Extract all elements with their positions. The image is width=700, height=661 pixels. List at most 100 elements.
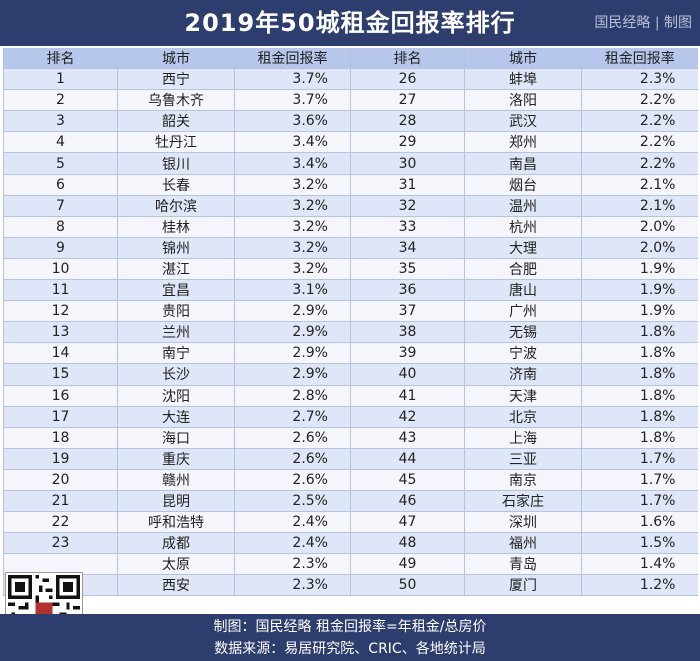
- left-city-cell: 桂林: [117, 216, 235, 238]
- right-rank-cell: 42: [350, 406, 465, 428]
- right-rate-cell: 1.7%: [581, 469, 698, 491]
- left-rank-cell: 5: [3, 152, 118, 175]
- table-row: 太原 2.3% 49 青岛 1.4%: [3, 553, 698, 576]
- left-rank-cell: 15: [3, 363, 118, 386]
- table-row: 18 海口 2.6% 43 上海 1.8%: [3, 427, 698, 449]
- left-rate-cell: 2.9%: [234, 363, 351, 386]
- left-city-cell: 沈阳: [117, 385, 235, 407]
- col-header-city: 城市: [117, 48, 235, 70]
- left-rate-cell: 3.2%: [234, 195, 351, 217]
- right-city-cell: 大理: [464, 237, 582, 259]
- table-row: 西安 2.3% 50 厦门 1.2%: [3, 574, 698, 597]
- right-rate-cell: 1.2%: [581, 574, 698, 597]
- footer-bar: 制图：国民经略 租金回报率=年租金/总房价 数据来源：易居研究院、CRIC、各地…: [0, 614, 700, 661]
- left-rate-cell: 3.2%: [234, 216, 351, 238]
- left-city-cell: 哈尔滨: [117, 195, 235, 217]
- left-city-cell: 海口: [117, 427, 235, 449]
- ranking-table: 排名 城市 租金回报率 排名 城市 租金回报率 1 西宁 3.7% 26 蚌埠 2.3% 2…: [3, 48, 698, 597]
- left-city-cell: 南宁: [117, 342, 235, 365]
- right-city-cell: 深圳: [464, 511, 582, 534]
- left-rank-cell: 4: [3, 131, 118, 154]
- right-rank-cell: 44: [350, 448, 465, 470]
- left-rank-cell: 8: [3, 216, 118, 238]
- right-rank-cell: 43: [350, 427, 465, 449]
- left-city-cell: 乌鲁木齐: [117, 89, 235, 112]
- left-rate-cell: 2.6%: [234, 469, 351, 491]
- right-city-cell: 无锡: [464, 321, 582, 344]
- left-rank-cell: 6: [3, 174, 118, 196]
- right-rate-cell: 1.7%: [581, 448, 698, 470]
- right-city-cell: 天津: [464, 385, 582, 407]
- brand-label: 国民经略 | 制图: [594, 15, 692, 31]
- left-city-cell: 贵阳: [117, 300, 235, 323]
- right-city-cell: 广州: [464, 300, 582, 323]
- left-rank-cell: 18: [3, 427, 118, 449]
- right-rate-cell: 2.1%: [581, 195, 698, 217]
- left-rank-cell: 17: [3, 406, 118, 428]
- right-rate-cell: 1.7%: [581, 490, 698, 513]
- right-city-cell: 武汉: [464, 110, 582, 133]
- table-row: 21 昆明 2.5% 46 石家庄 1.7%: [3, 490, 698, 513]
- right-rate-cell: 1.6%: [581, 511, 698, 534]
- left-rate-cell: 2.8%: [234, 385, 351, 407]
- left-rank-cell: 1: [3, 68, 118, 91]
- right-rank-cell: 37: [350, 300, 465, 323]
- title-bar: 2019年50城租金回报率排行 国民经略 | 制图: [0, 0, 700, 46]
- right-city-cell: 洛阳: [464, 89, 582, 112]
- right-rate-cell: 2.2%: [581, 152, 698, 175]
- right-city-cell: 杭州: [464, 216, 582, 238]
- right-rank-cell: 33: [350, 216, 465, 238]
- right-rank-cell: 31: [350, 174, 465, 196]
- left-rank-cell: 19: [3, 448, 118, 470]
- col-header-rate: 租金回报率: [234, 48, 351, 70]
- left-rate-cell: 3.2%: [234, 237, 351, 259]
- left-rank-cell: 7: [3, 195, 118, 217]
- left-rate-cell: 2.7%: [234, 406, 351, 428]
- left-rank-cell: 9: [3, 237, 118, 259]
- right-city-cell: 北京: [464, 406, 582, 428]
- left-rank-cell: 23: [3, 532, 118, 555]
- right-rate-cell: 1.8%: [581, 321, 698, 344]
- right-rank-cell: 29: [350, 131, 465, 154]
- left-city-cell: 昆明: [117, 490, 235, 513]
- right-rank-cell: 30: [350, 152, 465, 175]
- left-rank-cell: 11: [3, 279, 118, 302]
- col-header-rank: 排名: [350, 48, 465, 70]
- left-rate-cell: 3.4%: [234, 152, 351, 175]
- right-city-cell: 青岛: [464, 553, 582, 576]
- table-header-row: 排名 城市 租金回报率 排名 城市 租金回报率: [3, 48, 698, 70]
- right-rank-cell: 49: [350, 553, 465, 576]
- left-rate-cell: 3.7%: [234, 68, 351, 91]
- left-rank-cell: [3, 553, 118, 576]
- left-rank-cell: 22: [3, 511, 118, 534]
- left-rate-cell: 2.9%: [234, 321, 351, 344]
- right-city-cell: 烟台: [464, 174, 582, 196]
- right-rank-cell: 28: [350, 110, 465, 133]
- left-rank-cell: 21: [3, 490, 118, 513]
- right-city-cell: 三亚: [464, 448, 582, 470]
- left-rate-cell: 2.3%: [234, 553, 351, 576]
- right-rank-cell: 46: [350, 490, 465, 513]
- left-city-cell: 西宁: [117, 68, 235, 91]
- left-city-cell: 锦州: [117, 237, 235, 259]
- table-row: 11 宜昌 3.1% 36 唐山 1.9%: [3, 279, 698, 302]
- right-rank-cell: 40: [350, 363, 465, 386]
- left-city-cell: 韶关: [117, 110, 235, 133]
- table-row: 23 成都 2.4% 48 福州 1.5%: [3, 532, 698, 555]
- left-rate-cell: 3.7%: [234, 89, 351, 112]
- right-rank-cell: 35: [350, 258, 465, 281]
- right-rank-cell: 48: [350, 532, 465, 555]
- table-row: 20 赣州 2.6% 45 南京 1.7%: [3, 469, 698, 491]
- right-rate-cell: 2.0%: [581, 237, 698, 259]
- left-city-cell: 长沙: [117, 363, 235, 386]
- left-city-cell: 呼和浩特: [117, 511, 235, 534]
- left-city-cell: 兰州: [117, 321, 235, 344]
- table-row: 8 桂林 3.2% 33 杭州 2.0%: [3, 216, 698, 238]
- right-rank-cell: 36: [350, 279, 465, 302]
- left-rate-cell: 3.4%: [234, 131, 351, 154]
- right-rate-cell: 1.8%: [581, 342, 698, 365]
- left-rate-cell: 2.3%: [234, 574, 351, 597]
- footer-source: 数据来源：易居研究院、CRIC、各地统计局: [214, 641, 486, 657]
- right-city-cell: 合肥: [464, 258, 582, 281]
- left-rank-cell: 14: [3, 342, 118, 365]
